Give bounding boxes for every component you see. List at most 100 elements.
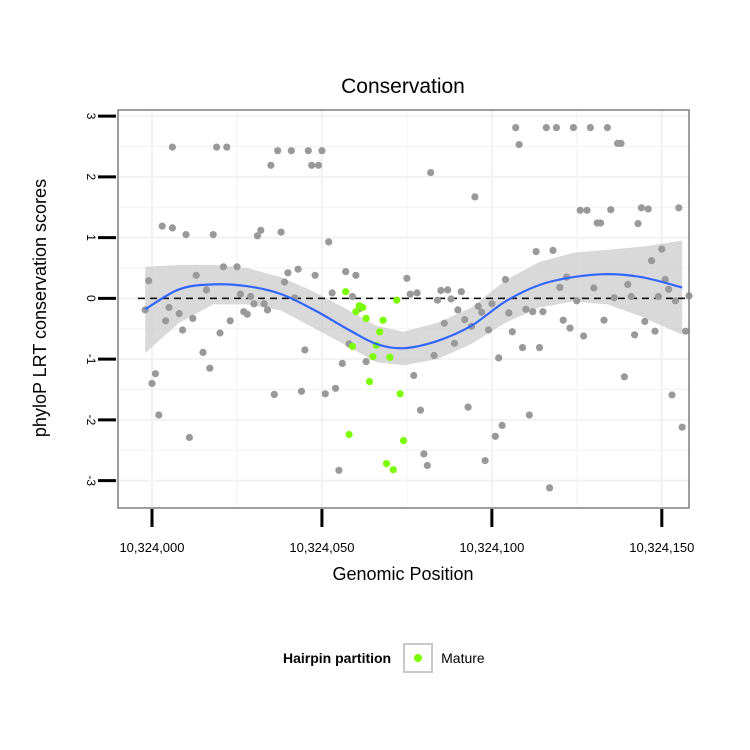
data-point xyxy=(556,283,564,291)
data-point xyxy=(202,286,210,294)
x-tick-label: 10,324,050 xyxy=(289,540,354,555)
data-point xyxy=(331,384,340,392)
y-tick-label: -2 xyxy=(84,415,98,426)
data-point xyxy=(226,317,234,325)
legend-key-mature xyxy=(403,643,434,673)
data-point xyxy=(148,379,156,387)
y-tick-label: -1 xyxy=(84,354,98,365)
data-point xyxy=(179,326,187,334)
data-point xyxy=(263,306,272,314)
data-point xyxy=(522,305,530,313)
data-point xyxy=(158,222,166,230)
mature-point xyxy=(342,288,350,296)
mature-point xyxy=(345,430,353,439)
mature-point xyxy=(379,316,387,324)
mature-point xyxy=(382,460,391,468)
data-point xyxy=(566,324,574,332)
data-point xyxy=(450,339,459,347)
data-point xyxy=(145,277,153,285)
data-point xyxy=(297,387,306,395)
data-point xyxy=(304,147,312,155)
data-point xyxy=(641,317,649,326)
data-point xyxy=(597,219,605,227)
y-tick-label: 2 xyxy=(84,173,98,180)
y-axis-label: phyloP LRT conservation scores xyxy=(30,179,50,437)
data-point xyxy=(624,280,632,288)
mature-point xyxy=(359,303,367,312)
data-point xyxy=(311,271,319,279)
data-point xyxy=(162,317,170,325)
confidence-band-area xyxy=(145,240,683,366)
data-point xyxy=(270,390,278,398)
data-point xyxy=(433,296,442,304)
legend-label-mature: Mature xyxy=(441,650,485,666)
data-point xyxy=(209,231,217,239)
x-axis: 10,324,000 10,324,050 10,324,100 10,324,150 xyxy=(119,509,694,555)
data-point xyxy=(481,457,489,465)
data-point xyxy=(348,292,357,301)
data-points xyxy=(141,124,693,492)
data-point xyxy=(671,297,680,305)
panel-border xyxy=(117,109,690,509)
data-point xyxy=(253,232,261,240)
data-point xyxy=(308,161,316,169)
data-point xyxy=(654,292,663,301)
legend-title: Hairpin partition xyxy=(283,650,392,666)
data-point xyxy=(192,271,200,279)
data-point xyxy=(576,206,584,214)
data-point xyxy=(267,161,275,169)
x-axis-label: Genomic Position xyxy=(332,564,473,584)
data-point xyxy=(648,257,656,265)
data-point xyxy=(668,391,676,399)
data-point xyxy=(206,364,214,372)
data-point xyxy=(403,274,411,282)
data-point xyxy=(427,169,435,177)
data-point xyxy=(644,205,652,213)
data-point xyxy=(586,124,595,132)
data-point xyxy=(665,285,673,293)
data-point xyxy=(175,310,183,318)
data-point xyxy=(280,278,289,286)
data-point xyxy=(529,308,537,316)
legend: Hairpin partition Mature xyxy=(283,640,485,676)
data-point xyxy=(420,450,428,458)
data-point xyxy=(631,331,639,339)
mature-point xyxy=(362,314,370,322)
data-point xyxy=(508,328,516,336)
data-point xyxy=(559,316,567,324)
data-point xyxy=(484,326,493,334)
data-point xyxy=(168,143,176,151)
data-point xyxy=(416,406,425,414)
data-point xyxy=(213,143,221,151)
data-point xyxy=(461,316,469,324)
data-point xyxy=(440,319,448,327)
data-point xyxy=(236,290,244,298)
data-point xyxy=(321,390,329,398)
smooth-line xyxy=(144,272,683,350)
data-point xyxy=(569,124,578,132)
data-point xyxy=(634,220,642,228)
data-point xyxy=(287,147,295,155)
data-point xyxy=(410,371,418,380)
data-point xyxy=(495,354,503,362)
data-point xyxy=(627,292,635,301)
data-point xyxy=(573,297,581,305)
data-point xyxy=(678,423,686,431)
data-point xyxy=(512,124,520,132)
mature-point xyxy=(393,296,401,304)
data-point xyxy=(168,224,176,232)
data-point xyxy=(515,141,523,149)
confidence-band xyxy=(145,240,683,366)
data-point xyxy=(260,300,268,308)
data-point xyxy=(675,204,683,212)
data-point xyxy=(406,290,414,298)
data-point xyxy=(216,329,224,337)
y-axis: 3 2 1 0 -1 -2 -3 xyxy=(84,113,116,486)
data-point xyxy=(603,124,612,132)
data-point xyxy=(342,268,350,276)
x-tick-label: 10,324,150 xyxy=(629,540,694,555)
data-point xyxy=(549,246,557,254)
data-point xyxy=(294,265,302,273)
legend-dot-mature xyxy=(414,654,423,662)
data-point xyxy=(535,344,544,352)
